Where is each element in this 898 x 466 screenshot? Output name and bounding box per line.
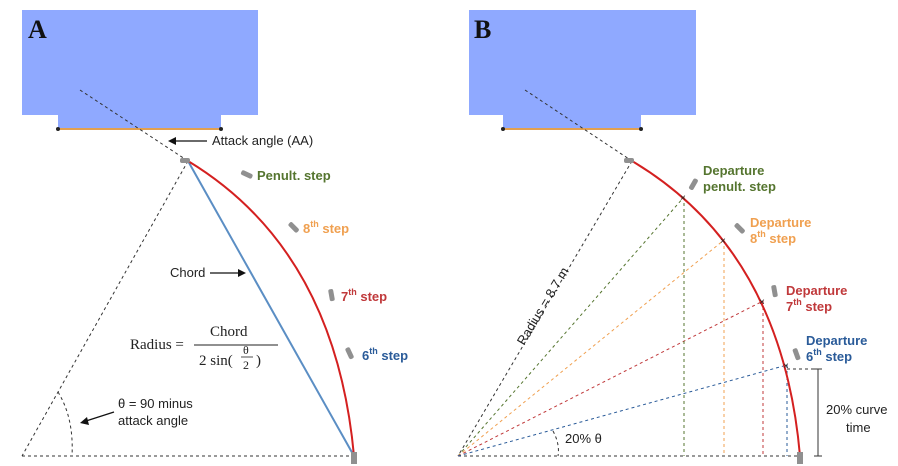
panel-a-left-edge bbox=[21, 160, 189, 457]
panel-a: A Attack angle (AA) Penult. step 8th ste… bbox=[21, 10, 408, 464]
panel-b-departure-8-num: 8 bbox=[750, 231, 757, 246]
panel-b-ray-penult bbox=[457, 196, 685, 457]
panel-b-curve-time-1: 20% curve bbox=[826, 402, 887, 417]
panel-b-cross-penult: × bbox=[680, 193, 686, 204]
panel-a-marker-7 bbox=[328, 289, 335, 302]
panel-a-step6-label: 6th step bbox=[362, 346, 408, 363]
panel-b-departure-penult-2: penult. step bbox=[703, 179, 776, 194]
formula-numerator: Chord bbox=[210, 324, 248, 340]
formula-denominator-suffix: ) bbox=[256, 353, 261, 369]
panel-a-marker-start bbox=[180, 158, 190, 163]
panel-b-radius-label: Radius = 8.7 m bbox=[514, 265, 572, 348]
panel-a-step7-num: 7 bbox=[341, 289, 348, 304]
panel-a-step7-word: step bbox=[357, 289, 387, 304]
panel-b-departure-7-num: 7 bbox=[786, 299, 793, 314]
panel-b-marker-7 bbox=[771, 285, 778, 298]
panel-b-departure-penult-1: Departure bbox=[703, 163, 764, 178]
panel-a-marker-8 bbox=[288, 222, 299, 233]
panel-b-theta-arc bbox=[552, 430, 559, 457]
panel-a-label: A bbox=[28, 15, 47, 44]
panel-a-step7-label: 7th step bbox=[341, 287, 387, 304]
panel-a-step8-sup: th bbox=[310, 219, 319, 229]
panel-a-attack-angle-label: Attack angle (AA) bbox=[212, 133, 313, 148]
panel-b-bar-end-left bbox=[501, 127, 505, 131]
panel-a-theta-arrow bbox=[85, 411, 115, 422]
panel-a-step8-word: step bbox=[319, 221, 349, 236]
formula-theta: θ bbox=[243, 343, 249, 357]
panel-a-theta-line2: attack angle bbox=[118, 413, 188, 428]
arrow-head-icon bbox=[238, 269, 246, 277]
formula-denominator-prefix: 2 sin( bbox=[199, 353, 233, 369]
panel-b-marker-8 bbox=[734, 223, 745, 234]
formula-two: 2 bbox=[243, 358, 249, 372]
panel-b-marker-penult bbox=[689, 178, 698, 190]
panel-a-chord-label: Chord bbox=[170, 265, 205, 280]
panel-b-box bbox=[469, 10, 696, 129]
panel-b-label: B bbox=[474, 15, 491, 44]
arrow-head-icon bbox=[168, 137, 176, 145]
panel-a-marker-6 bbox=[345, 347, 354, 360]
panel-b-cross-8: × bbox=[720, 236, 726, 247]
panel-b-departure-6-2: 6th step bbox=[806, 347, 852, 364]
panel-b-departure-8-sup: th bbox=[757, 229, 766, 239]
panel-a-bar-end-right bbox=[219, 127, 223, 131]
panel-a-penult-step-label: Penult. step bbox=[257, 168, 331, 183]
panel-b-theta-pct: 20% θ bbox=[565, 431, 602, 446]
panel-b-departure-7-sup: th bbox=[793, 297, 802, 307]
panel-b-bar-end-right bbox=[639, 127, 643, 131]
panel-b-cross-6: × bbox=[783, 361, 789, 372]
panel-a-step7-sup: th bbox=[348, 287, 357, 297]
panel-b-departure-7-2: 7th step bbox=[786, 297, 832, 314]
panel-b-marker-6 bbox=[792, 348, 801, 361]
panel-a-theta-arc bbox=[57, 391, 73, 457]
panel-a-curve bbox=[187, 160, 355, 457]
panel-b-departure-7-1: Departure bbox=[786, 283, 847, 298]
panel-b-departure-6-word: step bbox=[822, 349, 852, 364]
panel-a-marker-end bbox=[351, 452, 357, 464]
arrow-head-icon bbox=[80, 417, 89, 425]
panel-b-departure-6-num: 6 bbox=[806, 349, 813, 364]
panel-b: B × × × × Radius = 8.7 m De bbox=[457, 10, 887, 464]
panel-b-departure-8-1: Departure bbox=[750, 215, 811, 230]
panel-b-marker-start bbox=[624, 158, 634, 163]
panel-a-step8-num: 8 bbox=[303, 221, 310, 236]
panel-a-step6-sup: th bbox=[369, 346, 378, 356]
formula-lhs: Radius = bbox=[130, 337, 184, 353]
panel-b-departure-8-word: step bbox=[766, 231, 796, 246]
panel-b-ray-6 bbox=[457, 364, 788, 457]
panel-b-departure-6-sup: th bbox=[813, 347, 822, 357]
panel-a-step6-word: step bbox=[378, 348, 408, 363]
panel-a-chord bbox=[187, 160, 355, 457]
panel-b-curve-time-2: time bbox=[846, 420, 871, 435]
panel-b-cross-7: × bbox=[759, 297, 765, 308]
panel-b-departure-6-1: Departure bbox=[806, 333, 867, 348]
panel-b-curve bbox=[631, 160, 801, 457]
panel-a-bar-end-left bbox=[56, 127, 60, 131]
panel-a-box bbox=[22, 10, 258, 129]
panel-a-step6-num: 6 bbox=[362, 348, 369, 363]
panel-b-departure-8-2: 8th step bbox=[750, 229, 796, 246]
panel-a-theta-line1: θ = 90 minus bbox=[118, 396, 193, 411]
panel-a-step8-label: 8th step bbox=[303, 219, 349, 236]
panel-b-marker-end bbox=[797, 452, 803, 464]
panel-a-marker-penult bbox=[240, 170, 253, 179]
panel-b-departure-7-word: step bbox=[802, 299, 832, 314]
